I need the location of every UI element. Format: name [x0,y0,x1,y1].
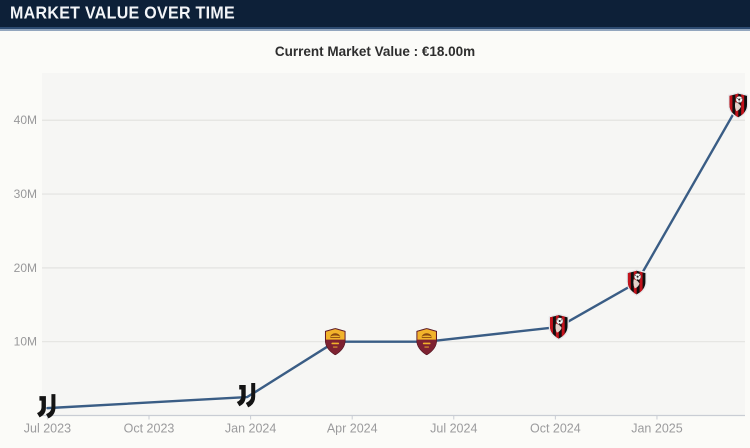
x-axis-label: Jul 2024 [430,422,477,436]
x-axis-label: Oct 2024 [530,422,581,436]
x-axis-label: Oct 2023 [124,422,175,436]
y-axis-label: 10M [14,335,37,349]
header-accent-line-outer [0,29,750,31]
x-axis-label: Jan 2025 [631,422,682,436]
y-axis-label: 40M [14,113,37,127]
plot-area [42,73,745,416]
current-market-value: Current Market Value : €18.00m [0,44,750,59]
x-axis-label: Apr 2024 [327,422,378,436]
y-axis-label: 20M [14,261,37,275]
widget-title: MARKET VALUE OVER TIME [10,3,235,23]
current-market-value-text: Current Market Value : €18.00m [274,44,476,59]
header-accent-line-inner [0,27,750,29]
x-axis-label: Jul 2023 [24,422,71,436]
y-axis-label: 30M [14,187,37,201]
widget-header: MARKET VALUE OVER TIME [0,0,750,27]
x-axis-label: Jan 2024 [225,422,276,436]
